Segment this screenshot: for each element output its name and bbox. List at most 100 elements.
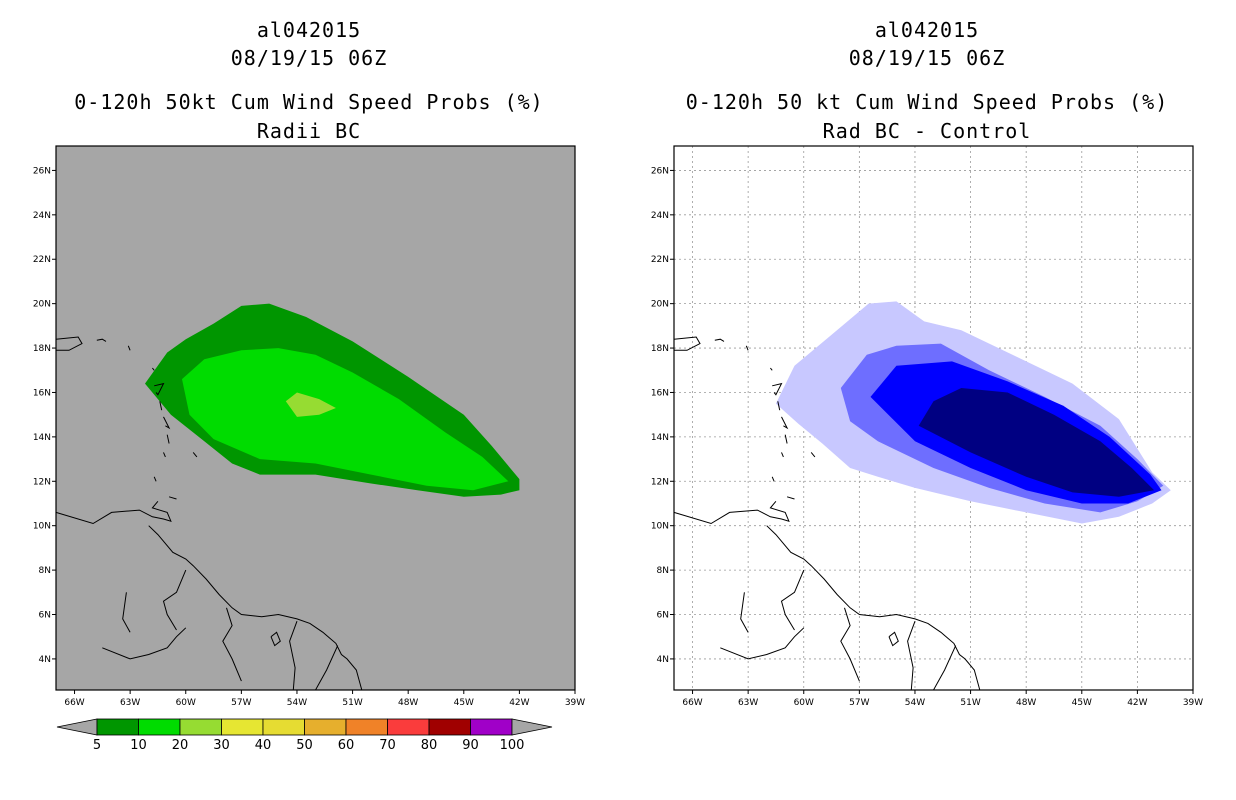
lat-label: 16N bbox=[33, 388, 51, 398]
lat-label: 24N bbox=[651, 211, 669, 221]
storm-id: al042015 bbox=[874, 18, 980, 42]
coastline bbox=[786, 496, 795, 500]
colorbar-segment bbox=[387, 718, 430, 736]
colorbar-label: 50 bbox=[296, 738, 313, 753]
lat-label: 14N bbox=[33, 433, 51, 443]
coastline bbox=[810, 452, 816, 458]
coastline bbox=[166, 434, 170, 444]
coastline bbox=[192, 452, 198, 458]
coastline bbox=[154, 382, 165, 396]
lat-label: 12N bbox=[33, 477, 51, 487]
coastline bbox=[714, 338, 725, 342]
lon-label: 54W bbox=[287, 698, 307, 708]
coastline bbox=[122, 592, 131, 633]
plot-subtitle: Rad BC - Control bbox=[822, 119, 1032, 143]
coastline bbox=[770, 367, 773, 371]
lon-label: 48W bbox=[1016, 698, 1036, 708]
lat-label: 24N bbox=[33, 211, 51, 221]
lat-label: 22N bbox=[651, 255, 669, 265]
colorbar-label: 10 bbox=[130, 738, 147, 753]
lat-label: 18N bbox=[33, 344, 51, 354]
lat-label: 12N bbox=[651, 477, 669, 487]
lat-label: 6N bbox=[657, 611, 669, 621]
coastline bbox=[55, 500, 172, 525]
colorbar-label: 30 bbox=[213, 738, 230, 753]
difference-map: 66W 63W 60W 57W 54W 51W 48W 45W 42W 39W 4N 6N 8N 10N 1… bbox=[651, 145, 1203, 708]
plot-subtitle: Radii BC bbox=[256, 119, 362, 143]
lat-label: 16N bbox=[651, 388, 669, 398]
colorbar-segment bbox=[96, 718, 139, 736]
coastline bbox=[315, 645, 339, 691]
map-frame bbox=[673, 145, 1194, 691]
lon-label: 48W bbox=[398, 698, 418, 708]
lat-label: 20N bbox=[651, 300, 669, 310]
colorbar-min-arrow bbox=[56, 718, 98, 736]
coastline bbox=[933, 645, 957, 691]
map-frame bbox=[55, 145, 576, 691]
lon-label: 60W bbox=[794, 698, 814, 708]
coastline bbox=[270, 631, 281, 647]
coastline bbox=[159, 401, 163, 411]
lat-label: 6N bbox=[39, 611, 51, 621]
lon-label: 63W bbox=[120, 698, 140, 708]
coastline bbox=[777, 401, 781, 411]
right-panel: al042015 08/19/15 06Z 0-120h 50 kt Cum W… bbox=[618, 0, 1236, 800]
lat-label: 20N bbox=[33, 300, 51, 310]
coastline bbox=[745, 345, 749, 351]
lon-label: 57W bbox=[231, 698, 251, 708]
coastline bbox=[840, 607, 860, 682]
datetime: 08/19/15 06Z bbox=[230, 46, 388, 70]
colorbar-segment bbox=[221, 718, 264, 736]
colorbar-label: 80 bbox=[421, 738, 438, 753]
coastline bbox=[772, 382, 783, 396]
coastline bbox=[153, 476, 157, 482]
lon-label: 60W bbox=[176, 698, 196, 708]
lon-label: 42W bbox=[509, 698, 529, 708]
lat-label: 26N bbox=[33, 166, 51, 176]
lat-label: 18N bbox=[651, 344, 669, 354]
coastline bbox=[152, 367, 155, 371]
colorbar-segment bbox=[345, 718, 388, 736]
lon-label: 63W bbox=[738, 698, 758, 708]
lat-label: 14N bbox=[651, 433, 669, 443]
lat-label: 8N bbox=[39, 566, 51, 576]
coastline bbox=[740, 592, 749, 633]
coastline bbox=[784, 434, 788, 444]
colorbar-segment bbox=[304, 718, 347, 736]
coastline bbox=[148, 525, 363, 691]
colorbar-segment bbox=[138, 718, 181, 736]
colorbar-segment bbox=[262, 718, 305, 736]
plot-title: 0-120h 50kt Cum Wind Speed Probs (%) bbox=[74, 90, 544, 114]
coastline bbox=[781, 452, 784, 458]
lat-label: 22N bbox=[33, 255, 51, 265]
coastline bbox=[168, 496, 177, 500]
coastline bbox=[222, 607, 242, 682]
plot-title: 0-120h 50 kt Cum Wind Speed Probs (%) bbox=[685, 90, 1169, 114]
lon-label: 51W bbox=[960, 698, 980, 708]
colorbar-max-arrow bbox=[511, 718, 553, 736]
coastline bbox=[127, 345, 131, 351]
colorbar-label: 5 bbox=[93, 738, 101, 753]
coastline bbox=[162, 569, 187, 631]
contour-level-1 bbox=[182, 348, 509, 491]
lon-label: 57W bbox=[849, 698, 869, 708]
lon-label: 42W bbox=[1127, 698, 1147, 708]
coastline bbox=[673, 336, 701, 351]
coastline bbox=[163, 452, 166, 458]
lon-label: 45W bbox=[1072, 698, 1092, 708]
coastline bbox=[771, 476, 775, 482]
coastline bbox=[673, 500, 790, 525]
left-panel: al042015 08/19/15 06Z 0-120h 50kt Cum Wi… bbox=[33, 18, 585, 753]
colorbar-label: 100 bbox=[500, 738, 525, 753]
lon-label: 54W bbox=[905, 698, 925, 708]
contour-level-3 bbox=[918, 388, 1155, 497]
coastline bbox=[96, 338, 107, 342]
colorbar-label: 40 bbox=[255, 738, 272, 753]
contour-level-2 bbox=[285, 392, 336, 417]
coastline bbox=[907, 621, 916, 691]
coastline bbox=[888, 631, 899, 647]
lon-label: 39W bbox=[565, 698, 585, 708]
lon-label: 51W bbox=[342, 698, 362, 708]
lat-label: 10N bbox=[33, 522, 51, 532]
colorbar-segment bbox=[470, 718, 513, 736]
